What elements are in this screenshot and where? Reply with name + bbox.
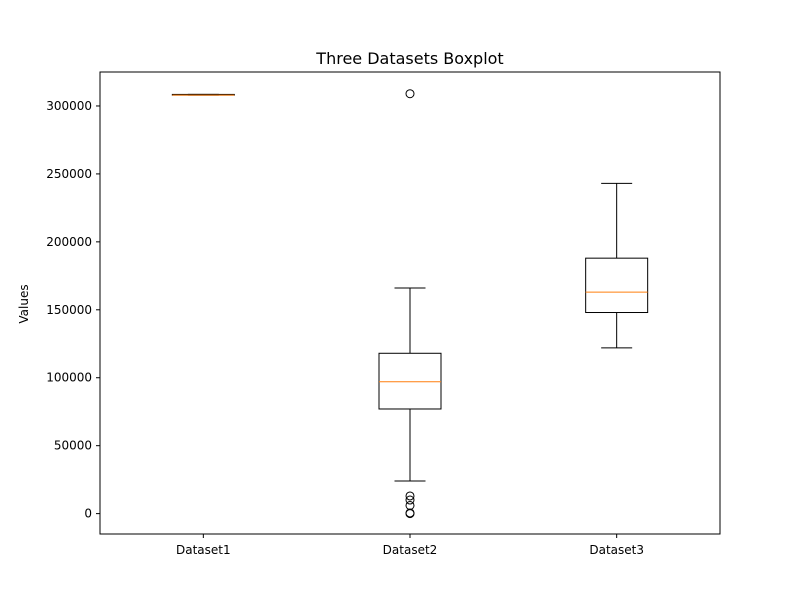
outlier-point (405, 89, 415, 99)
y-tick-label: 50000 (54, 439, 92, 453)
y-tick-label: 100000 (46, 371, 92, 385)
plot-area: 0 50000 100000 150000 200000 250000 300000 Data… (46, 71, 721, 557)
box-iqr (378, 352, 442, 410)
y-tick-label: 150000 (46, 303, 92, 317)
y-tick-label: 200000 (46, 235, 92, 249)
chart-title: Three Datasets Boxplot (315, 49, 503, 68)
y-axis-label: Values (17, 284, 31, 323)
plot-frame (99, 71, 721, 535)
box-iqr (585, 257, 649, 314)
outlier-point (405, 495, 415, 505)
y-tick-label: 300000 (46, 99, 92, 113)
x-tick-label: Dataset3 (589, 543, 644, 557)
outlier-point (405, 491, 415, 501)
outlier-point (405, 500, 415, 510)
y-tick-label: 0 (84, 507, 92, 521)
x-tick-label: Dataset2 (383, 543, 438, 557)
box-dataset3 (585, 182, 649, 349)
x-tick-label: Dataset1 (176, 543, 231, 557)
y-tick-label: 250000 (46, 167, 92, 181)
outlier-point (405, 508, 415, 518)
box-dataset1 (171, 93, 235, 96)
box-dataset2 (378, 89, 442, 519)
